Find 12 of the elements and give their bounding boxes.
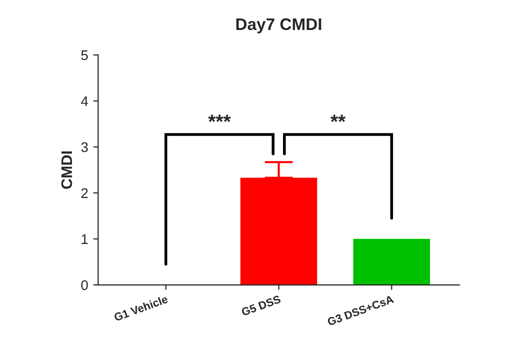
y-tick-label: 2 xyxy=(81,188,88,198)
y-tick-label: 5 xyxy=(81,50,88,60)
x-tick-label: G1 Vehicle xyxy=(113,294,168,322)
y-tick-label: 0 xyxy=(81,280,88,290)
annotation: *** xyxy=(208,114,231,122)
chart-title: Day7 CMDI xyxy=(236,18,322,34)
y-axis-title: CMDI xyxy=(61,151,72,189)
x-tick-label: G5 DSS xyxy=(240,295,282,316)
y-tick-label: 1 xyxy=(82,234,88,244)
y-tick-label: 4 xyxy=(81,96,88,106)
annotation: ** xyxy=(330,114,346,122)
y-tick-label: 3 xyxy=(81,142,88,152)
